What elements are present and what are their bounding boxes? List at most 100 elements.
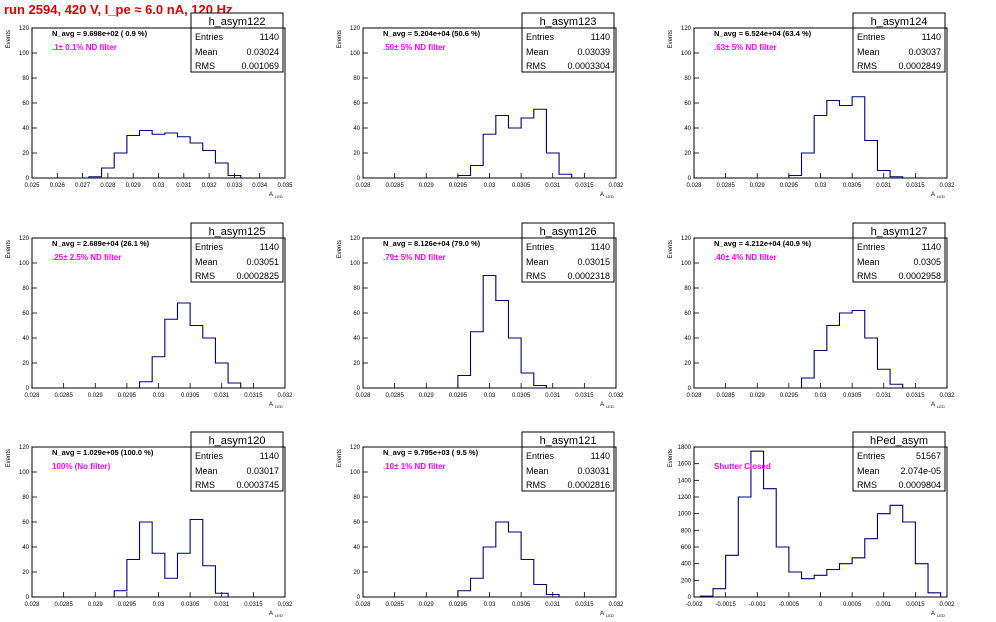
entries-label: Entries	[195, 32, 224, 42]
y-tick-label: 100	[681, 261, 692, 267]
y-tick-label: 120	[350, 445, 361, 451]
x-axis-label: A	[600, 402, 604, 408]
histogram-panel-h_asym122: 0 20 40 60 80 100 120 0.025 0.026 0.027 0.028 0.029…	[6, 12, 293, 199]
x-tick-label: 0.03	[484, 183, 496, 189]
x-tick-label: 0.031	[214, 393, 230, 399]
x-tick-label: -0.001	[749, 602, 767, 608]
filter-note: .25± 2.5% ND filter	[52, 253, 121, 262]
navg-text: N_avg = 9.795e+03 ( 9.5 %)	[383, 448, 479, 457]
y-tick-label: 60	[353, 101, 360, 107]
x-tick-label: 0.0285	[385, 183, 404, 189]
x-axis-label: A	[931, 611, 935, 617]
y-tick-label: 0	[688, 176, 692, 182]
mean-value: 0.03031	[577, 466, 610, 476]
x-axis-label: A	[269, 192, 273, 198]
x-tick-label: 0.029	[419, 393, 435, 399]
x-tick-label: 0.031	[214, 602, 230, 608]
rms-label: RMS	[195, 271, 215, 281]
histogram-outline	[788, 96, 904, 178]
x-tick-label: 0.029	[419, 183, 435, 189]
x-tick-label: 0.03	[153, 602, 165, 608]
rms-value: 0.0003745	[236, 480, 279, 490]
x-tick-label: 0.031	[545, 183, 561, 189]
mean-label: Mean	[526, 466, 549, 476]
histogram-name: h_asym127	[871, 226, 928, 238]
filter-note: .40± 4% ND filter	[714, 253, 777, 262]
filter-note: .10± 1% ND filter	[383, 462, 446, 471]
y-axis-label: Events	[668, 240, 674, 258]
histogram-panel-h_asym125: 0 20 40 60 80 100 120 0.028 0.0285 0.029 0.0295 0.0…	[6, 222, 293, 409]
rms-value: 0.001069	[241, 61, 279, 71]
rms-label: RMS	[526, 480, 546, 490]
y-tick-label: 80	[353, 495, 360, 501]
mean-value: 0.03037	[908, 47, 941, 57]
x-tick-label: 0.0285	[716, 183, 735, 189]
mean-label: Mean	[526, 47, 549, 57]
entries-value: 1140	[591, 32, 610, 42]
y-tick-label: 1200	[678, 495, 692, 501]
stats-box	[521, 12, 615, 73]
y-tick-label: 80	[22, 286, 29, 292]
y-tick-label: 100	[350, 261, 361, 267]
x-tick-label: 0.033	[227, 183, 243, 189]
x-tick-label: 0.0285	[54, 602, 73, 608]
x-tick-label: 0.032	[939, 393, 955, 399]
x-axis-subscript: LED	[937, 194, 945, 199]
histogram-panel-h_asym120: 0 20 40 60 80 100 120 0.028 0.0285 0.029 0.0295 0.0…	[6, 431, 293, 618]
y-tick-label: 60	[22, 311, 29, 317]
y-axis-label: Events	[668, 449, 674, 467]
y-tick-label: 40	[22, 336, 29, 342]
x-tick-label: 0.031	[545, 602, 561, 608]
x-tick-label: 0.03	[484, 602, 496, 608]
y-tick-label: 20	[22, 151, 29, 157]
x-axis-subscript: LED	[275, 613, 283, 618]
y-tick-label: 1400	[678, 478, 692, 484]
mean-label: Mean	[526, 257, 549, 267]
x-tick-label: 0.032	[939, 183, 955, 189]
x-tick-label: 0.002	[939, 602, 955, 608]
x-tick-label: 0.0285	[385, 602, 404, 608]
x-tick-label: 0.028	[100, 183, 116, 189]
x-tick-label: 0.0315	[906, 393, 925, 399]
y-tick-label: 0	[688, 386, 692, 392]
x-tick-label: 0.029	[750, 183, 766, 189]
navg-text: N_avg = 9.698e+02 ( 0.9 %)	[52, 29, 148, 38]
x-tick-label: 0.0295	[780, 183, 799, 189]
histogram-name: h_asym122	[209, 16, 266, 28]
x-tick-label: 0.0295	[449, 602, 468, 608]
entries-value: 51567	[916, 451, 941, 461]
y-tick-label: 60	[684, 311, 691, 317]
histogram-name: hPed_asym	[870, 435, 928, 447]
x-tick-label: 0.0305	[843, 183, 862, 189]
x-axis-subscript: LED	[937, 613, 945, 618]
rms-value: 0.0009804	[898, 480, 941, 490]
y-tick-label: 40	[353, 336, 360, 342]
y-tick-label: 20	[353, 570, 360, 576]
y-tick-label: 20	[353, 361, 360, 367]
x-tick-label: 0.028	[355, 183, 371, 189]
x-axis-label: A	[931, 402, 935, 408]
x-tick-label: 0.028	[24, 393, 40, 399]
histogram-outline	[457, 274, 547, 388]
navg-text: N_avg = 2.689e+04 (26.1 %)	[52, 239, 150, 248]
histogram-panel-h_asym123: 0 20 40 60 80 100 120 0.028 0.0285 0.029 0.0295 0.0…	[337, 12, 624, 199]
y-tick-label: 20	[22, 361, 29, 367]
x-tick-label: 0.0295	[118, 602, 137, 608]
mean-value: 0.03039	[577, 47, 610, 57]
x-tick-label: 0.029	[419, 602, 435, 608]
y-tick-label: 100	[681, 51, 692, 57]
navg-text: N_avg = 1.029e+05 (100.0 %)	[52, 448, 154, 457]
y-tick-label: 40	[353, 545, 360, 551]
x-tick-label: 0.03	[153, 393, 165, 399]
x-tick-label: 0.0305	[512, 602, 531, 608]
y-tick-label: 0	[26, 595, 30, 601]
mean-label: Mean	[857, 47, 880, 57]
x-tick-label: 0.0285	[385, 393, 404, 399]
y-tick-label: 1000	[678, 512, 692, 518]
y-tick-label: 0	[688, 595, 692, 601]
entries-label: Entries	[857, 242, 886, 252]
y-axis-label: Events	[337, 30, 343, 48]
rms-label: RMS	[857, 271, 877, 281]
x-tick-label: 0.0295	[449, 183, 468, 189]
x-tick-label: 0.0015	[906, 602, 925, 608]
